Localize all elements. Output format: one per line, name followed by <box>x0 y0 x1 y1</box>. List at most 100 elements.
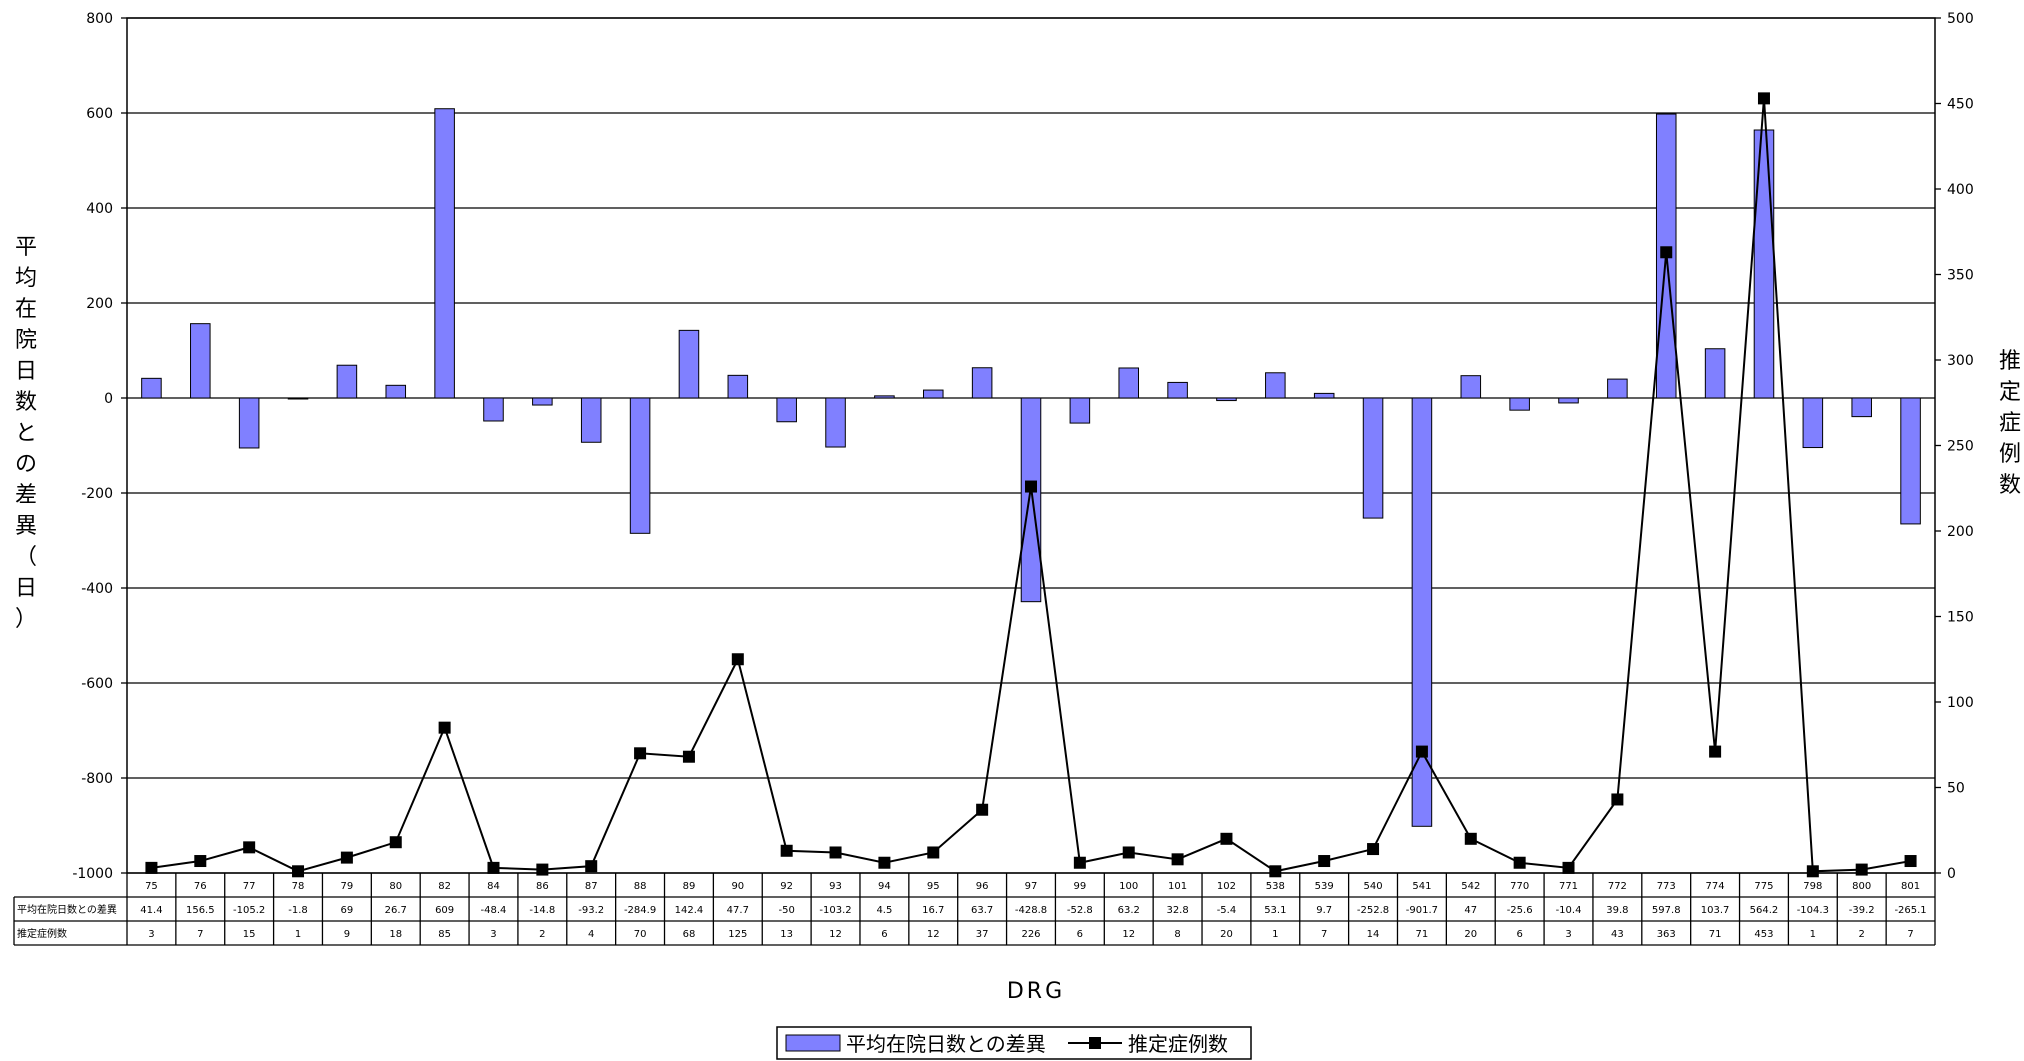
bar-87 <box>580 397 602 443</box>
point-540 <box>1367 843 1380 856</box>
table-cell: -901.7 <box>1406 905 1438 916</box>
right-tick-label: 50 <box>1947 781 1965 797</box>
right-tick-label: 300 <box>1947 353 1974 369</box>
category-label: 86 <box>536 881 549 892</box>
category-label: 775 <box>1754 881 1773 892</box>
bar-97 <box>1020 397 1042 603</box>
point-96 <box>976 803 989 816</box>
point-539 <box>1318 855 1331 868</box>
x-axis-label: DRG <box>1007 979 1065 1004</box>
point-88 <box>634 747 647 760</box>
bar-775 <box>1753 129 1775 399</box>
table-cell: 7 <box>197 929 203 940</box>
line-series <box>145 92 1917 878</box>
table-cell: 53.1 <box>1264 905 1286 916</box>
point-774 <box>1709 745 1722 758</box>
legend-box <box>776 1026 1252 1060</box>
bar-801 <box>1900 397 1921 525</box>
left-tick-label: 600 <box>86 106 113 122</box>
table-cell: -93.2 <box>578 905 604 916</box>
table-cell: 47.7 <box>727 905 749 916</box>
right-tick-label: 500 <box>1947 11 1974 27</box>
bar-89 <box>678 329 700 399</box>
bar-100 <box>1118 367 1140 399</box>
legend-line-label: 推定症例数 <box>1128 1032 1228 1056</box>
left-tick-label: 400 <box>86 201 113 217</box>
bar-94 <box>874 395 895 399</box>
table-cell: 12 <box>1122 929 1135 940</box>
legend: 平均在院日数との差異 推定症例数 <box>776 1026 1252 1060</box>
point-800 <box>1855 863 1868 876</box>
right-tick-label: 100 <box>1947 695 1974 711</box>
bar-84 <box>483 397 504 422</box>
table-cell: 15 <box>243 929 256 940</box>
bar-88 <box>629 397 651 534</box>
table-cell: 26.7 <box>385 905 407 916</box>
bar-771 <box>1558 397 1579 404</box>
category-label: 770 <box>1510 881 1529 892</box>
left-tick-label: 800 <box>86 11 113 27</box>
category-label: 90 <box>731 881 744 892</box>
category-label: 99 <box>1073 881 1086 892</box>
table-cell: -50 <box>779 905 795 916</box>
category-label: 76 <box>194 881 207 892</box>
table-cell: 14 <box>1367 929 1380 940</box>
point-771 <box>1562 861 1575 874</box>
table-cell: 71 <box>1416 929 1429 940</box>
bar-75 <box>141 377 162 399</box>
table-cell: 18 <box>389 929 402 940</box>
left-tick-label: -600 <box>81 676 113 692</box>
point-773 <box>1660 246 1673 259</box>
bar-76 <box>190 323 211 399</box>
bar-78 <box>287 397 309 400</box>
bar-101 <box>1167 381 1188 399</box>
table-cell: 71 <box>1709 929 1722 940</box>
point-90 <box>731 653 744 666</box>
category-label: 95 <box>927 881 940 892</box>
table-cell: -265.1 <box>1894 905 1926 916</box>
point-93 <box>829 846 842 859</box>
table-cell: 597.8 <box>1652 905 1681 916</box>
category-label: 94 <box>878 881 891 892</box>
left-tick-label: -400 <box>81 581 113 597</box>
bar-102 <box>1216 397 1237 402</box>
table-cell: 9.7 <box>1316 905 1332 916</box>
category-label: 87 <box>585 881 598 892</box>
table-cell: -10.4 <box>1556 905 1582 916</box>
bar-798 <box>1802 397 1824 449</box>
point-95 <box>927 846 940 859</box>
point-102 <box>1220 832 1233 845</box>
bar-800 <box>1851 397 1872 418</box>
category-label: 801 <box>1901 881 1920 892</box>
table-cell: -252.8 <box>1357 905 1389 916</box>
table-cell: 32.8 <box>1166 905 1188 916</box>
point-86 <box>536 863 549 876</box>
category-label: 773 <box>1657 881 1676 892</box>
table-cell: 12 <box>829 929 842 940</box>
table-cell: 226 <box>1021 929 1040 940</box>
bar-79 <box>336 364 358 399</box>
table-cell: 6 <box>1077 929 1083 940</box>
table-cell: 453 <box>1754 929 1773 940</box>
point-538 <box>1269 865 1282 878</box>
bar-540 <box>1362 397 1384 519</box>
table-cell: 609 <box>435 905 454 916</box>
point-78 <box>292 865 305 878</box>
category-label: 80 <box>389 881 402 892</box>
bar-series <box>141 108 1921 827</box>
table-cell: -25.6 <box>1507 905 1533 916</box>
bar-77 <box>238 397 260 449</box>
table-cell: 12 <box>927 929 940 940</box>
point-99 <box>1073 856 1086 869</box>
table-cell: 20 <box>1464 929 1477 940</box>
left-tick-label: -1000 <box>72 866 113 882</box>
table-cell: 3 <box>148 929 154 940</box>
point-89 <box>682 750 695 763</box>
table-cell: -52.8 <box>1067 905 1093 916</box>
bar-95 <box>922 389 944 399</box>
bar-542 <box>1460 375 1482 399</box>
table-cell: 6 <box>881 929 887 940</box>
table-cell: 13 <box>780 929 793 940</box>
bar-90 <box>727 374 749 399</box>
